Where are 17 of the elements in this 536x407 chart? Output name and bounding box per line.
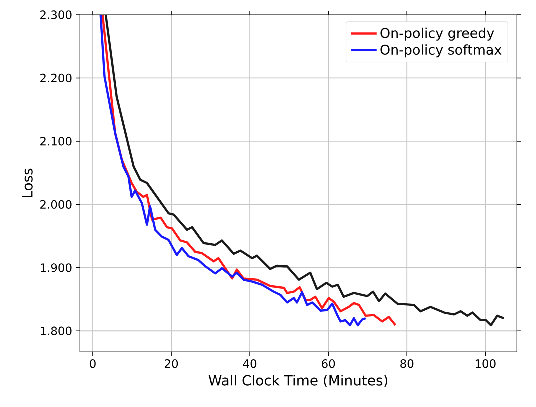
y-tick-label: 2.000 (40, 200, 72, 210)
x-tick-label: 80 (400, 360, 414, 368)
x-tick-label: 40 (243, 360, 257, 368)
line-series (104, 14, 506, 327)
y-tick-label: 2.100 (40, 137, 72, 146)
y-axis-title: Loss (22, 168, 33, 198)
x-axis-title: Wall Clock Time (Minutes) (208, 375, 388, 388)
legend-label: On-policy softmax (380, 44, 502, 58)
y-tick-label: 1.800 (40, 326, 72, 336)
y-tick-label: 2.200 (40, 74, 72, 83)
x-tick-label: 20 (165, 360, 178, 368)
y-tick-label: 2.300 (40, 10, 72, 20)
x-tick-label: 0 (90, 360, 96, 368)
x-tick-label: 100 (476, 360, 496, 368)
legend-label: On-policy greedy (380, 28, 494, 41)
y-tick-label: 1.900 (40, 264, 72, 272)
x-tick-label: 60 (322, 360, 336, 368)
